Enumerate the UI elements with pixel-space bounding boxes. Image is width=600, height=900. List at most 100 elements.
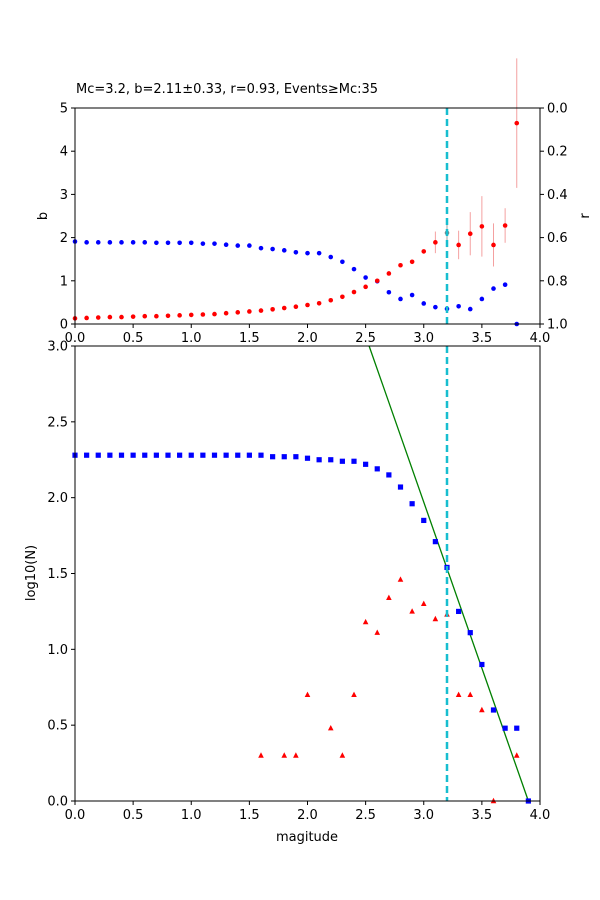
b-point (270, 307, 275, 312)
r-point (293, 249, 299, 255)
x-tick-label: 3.5 (472, 808, 493, 823)
noncumulative-point (281, 752, 288, 758)
b-point (258, 308, 264, 313)
noncumulative-point (467, 691, 474, 698)
y-tick-label: 2.0 (47, 491, 68, 506)
bottom-panel: 0.0 0.5 1.0 1.5 2.0 2.5 3.0 3.5 4.0 0.0 0.5 1.0 1.5… (24, 340, 550, 846)
fit-line (368, 345, 529, 802)
cumulative-point (514, 725, 520, 731)
r-point (479, 296, 485, 302)
bottom-ylabel: log10(N) (24, 545, 39, 601)
cumulative-point (118, 452, 125, 458)
cumulative-point (456, 608, 462, 615)
y-tick-label: 2.5 (47, 415, 68, 430)
cumulative-point (293, 454, 299, 460)
bottom-xlabel: magitude (276, 830, 338, 845)
r-tick-label: 0.8 (547, 274, 568, 289)
r-point (351, 266, 357, 272)
r-point (84, 240, 89, 245)
r-point (305, 250, 310, 256)
r-tick-label: 0.0 (547, 102, 568, 117)
noncumulative-point (304, 691, 311, 698)
x-tick-label: 0.0 (65, 331, 86, 346)
cumulative-point (258, 452, 264, 458)
b-point (456, 242, 461, 248)
r-tick-label: 0.2 (547, 145, 568, 160)
x-tick-label: 2.0 (297, 331, 318, 346)
x-tick-label: 2.5 (355, 331, 376, 346)
cumulative-point (246, 452, 252, 458)
b-point (130, 314, 136, 319)
b-point (374, 278, 380, 284)
b-point (433, 240, 438, 245)
noncumulative-point (362, 618, 369, 625)
cumulative-point (397, 484, 404, 490)
cumulative-point (200, 452, 206, 458)
bottom-y-axis: 0.0 0.5 1.0 1.5 2.0 2.5 3.0 (47, 340, 75, 810)
x-tick-label: 1.5 (239, 331, 260, 346)
b-point (479, 224, 485, 229)
r-point (154, 240, 159, 246)
cumulative-point (223, 452, 229, 458)
y-tick-label: 1.0 (47, 643, 68, 658)
cumulative-point (95, 452, 101, 458)
b-point (235, 310, 241, 315)
b-point (177, 313, 182, 318)
cumulative-point (270, 454, 276, 460)
r-point (491, 286, 496, 291)
b-point (212, 311, 217, 317)
cumulative-point (328, 457, 334, 463)
top-right-ylabel: r (578, 213, 593, 219)
bottom-x-axis: 0.0 0.5 1.0 1.5 2.0 2.5 3.0 3.5 4.0 (65, 801, 550, 823)
b-point (386, 271, 392, 276)
r-point (316, 250, 322, 256)
cumulative-point (281, 454, 287, 460)
y-tick-label: 0.0 (47, 795, 68, 810)
cumulative-point (142, 452, 148, 458)
noncumulative-point (258, 752, 264, 758)
cumulative-point (479, 661, 485, 668)
cumulative-point (235, 452, 241, 458)
r-point (340, 259, 345, 265)
cumulative-point (432, 539, 438, 545)
r-tick-label: 1.0 (547, 318, 568, 333)
r-point (95, 240, 101, 245)
b-point (316, 300, 322, 306)
r-point (200, 241, 206, 246)
cumulative-point (502, 725, 508, 731)
noncumulative-point (339, 752, 346, 758)
x-tick-label: 3.5 (472, 331, 493, 346)
y-tick-label: 3.0 (47, 340, 68, 355)
b-point (467, 231, 473, 237)
bottom-plot-area (72, 345, 531, 804)
noncumulative-point (397, 576, 404, 582)
cumulative-point (490, 707, 497, 713)
b-point (142, 313, 148, 319)
b-point (293, 304, 299, 310)
r-point (235, 243, 241, 248)
top-right-y-axis: 0.0 0.2 0.4 0.6 0.8 1.0 (540, 102, 568, 333)
x-tick-label: 1.0 (181, 808, 202, 823)
x-tick-label: 1.0 (181, 331, 202, 346)
noncumulative-point (479, 706, 485, 713)
top-panel: Mc=3.2, b=2.11±0.33, r=0.93, Events≥Mc:3… (36, 58, 593, 346)
noncumulative-point (351, 691, 357, 698)
b-point (363, 284, 368, 290)
cumulative-point (363, 461, 369, 467)
r-point (386, 289, 392, 295)
r-point (363, 275, 368, 280)
noncumulative-point (432, 615, 439, 622)
x-tick-label: 0.5 (123, 331, 144, 346)
r-point (130, 240, 136, 245)
cumulative-point (386, 472, 392, 478)
r-point (281, 248, 287, 253)
cumulative-point (165, 452, 171, 458)
r-point (421, 301, 427, 306)
x-tick-label: 3.0 (413, 331, 434, 346)
cumulative-point (211, 452, 218, 458)
cumulative-point (339, 458, 345, 464)
r-point (107, 240, 113, 245)
noncumulative-point (420, 600, 427, 607)
y-tick-label: 4 (60, 145, 68, 160)
